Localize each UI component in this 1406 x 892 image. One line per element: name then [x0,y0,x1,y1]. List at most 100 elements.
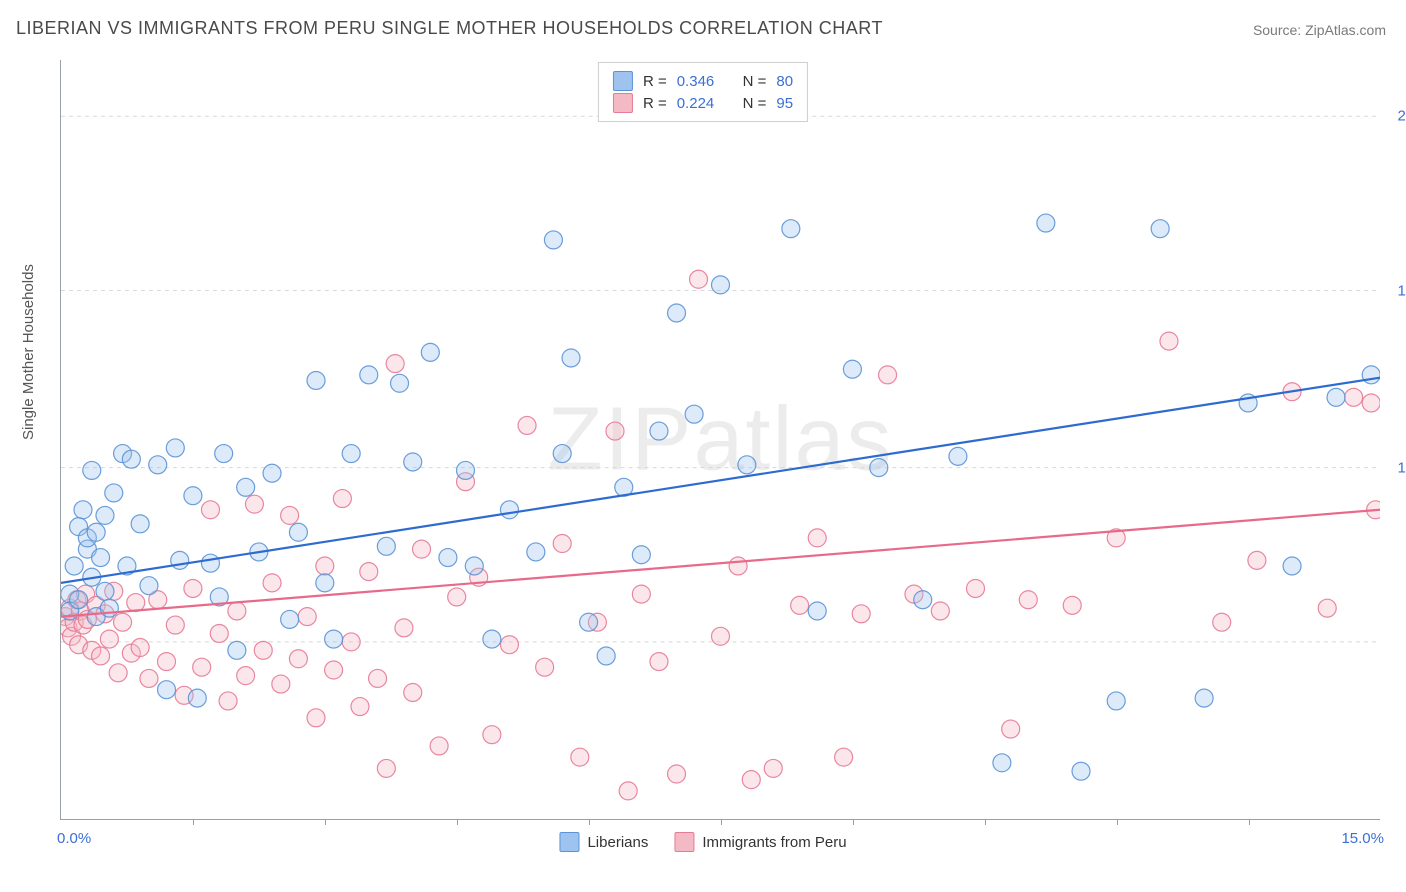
scatter-point-peru [166,616,184,634]
scatter-point-peru [571,748,589,766]
scatter-point-peru [879,366,897,384]
scatter-point-peru [131,639,149,657]
scatter-point-peru [127,594,145,612]
scatter-point-peru [386,355,404,373]
scatter-point-peru [668,765,686,783]
scatter-point-peru [650,653,668,671]
scatter-point-liberians [404,453,422,471]
legend-row-liberians: R = 0.346 N = 80 [613,71,793,91]
y-tick-label: 18.8% [1385,282,1406,299]
scatter-point-peru [369,669,387,687]
source-attribution: Source: ZipAtlas.com [1253,22,1386,38]
scatter-point-liberians [83,461,101,479]
scatter-point-peru [395,619,413,637]
scatter-point-liberians [92,549,110,567]
y-tick-label: 25.0% [1385,108,1406,125]
scatter-point-peru [553,535,571,553]
scatter-svg [61,60,1380,819]
source-prefix: Source: [1253,22,1305,38]
scatter-point-peru [254,641,272,659]
series-legend: Liberians Immigrants from Peru [559,832,846,852]
scatter-point-peru [1063,596,1081,614]
scatter-point-liberians [96,506,114,524]
scatter-point-liberians [1107,692,1125,710]
scatter-point-liberians [215,445,233,463]
scatter-point-liberians [100,599,118,617]
x-tick-mark [1249,819,1250,825]
scatter-point-liberians [843,360,861,378]
scatter-point-peru [536,658,554,676]
scatter-point-peru [219,692,237,710]
scatter-point-peru [808,529,826,547]
r-label: R = [643,73,667,90]
scatter-point-liberians [457,461,475,479]
plot-area: ZIPatlas 6.3%12.5%18.8%25.0% 0.0% 15.0% [60,60,1380,820]
scatter-point-liberians [184,487,202,505]
x-tick-mark [985,819,986,825]
swatch-peru-bottom [674,832,694,852]
r-value-liberians: 0.346 [677,73,715,90]
scatter-point-peru [729,557,747,575]
scatter-point-peru [298,608,316,626]
scatter-point-liberians [316,574,334,592]
scatter-point-liberians [685,405,703,423]
x-tick-mark [589,819,590,825]
scatter-point-liberians [70,591,88,609]
scatter-point-liberians [465,557,483,575]
scatter-point-peru [931,602,949,620]
chart-title: LIBERIAN VS IMMIGRANTS FROM PERU SINGLE … [16,18,883,39]
scatter-point-liberians [171,551,189,569]
scatter-point-liberians [1037,214,1055,232]
scatter-point-liberians [1195,689,1213,707]
scatter-point-liberians [580,613,598,631]
scatter-point-peru [114,613,132,631]
scatter-point-peru [1362,394,1380,412]
scatter-point-liberians [668,304,686,322]
swatch-liberians-bottom [559,832,579,852]
scatter-point-peru [1345,388,1363,406]
n-label: N = [743,73,767,90]
legend-row-peru: R = 0.224 N = 95 [613,93,793,113]
scatter-point-peru [158,653,176,671]
n-label: N = [743,95,767,112]
scatter-point-peru [632,585,650,603]
scatter-point-liberians [325,630,343,648]
scatter-point-liberians [993,754,1011,772]
swatch-liberians [613,71,633,91]
scatter-point-liberians [808,602,826,620]
scatter-point-peru [342,633,360,651]
scatter-point-peru [690,270,708,288]
scatter-point-peru [500,636,518,654]
scatter-point-liberians [140,577,158,595]
x-tick-mark [721,819,722,825]
scatter-point-peru [316,557,334,575]
scatter-point-liberians [527,543,545,561]
scatter-point-liberians [237,478,255,496]
scatter-point-liberians [342,445,360,463]
scatter-point-liberians [1283,557,1301,575]
scatter-point-liberians [228,641,246,659]
scatter-point-peru [100,630,118,648]
scatter-point-liberians [281,610,299,628]
regression-line-peru [61,510,1380,617]
scatter-point-liberians [870,459,888,477]
scatter-point-liberians [87,523,105,541]
scatter-point-peru [109,664,127,682]
scatter-point-peru [430,737,448,755]
scatter-point-peru [764,759,782,777]
legend-label-peru: Immigrants from Peru [702,834,846,851]
scatter-point-liberians [439,549,457,567]
scatter-point-peru [237,667,255,685]
scatter-point-liberians [738,456,756,474]
scatter-point-liberians [289,523,307,541]
x-tick-mark [325,819,326,825]
scatter-point-liberians [1327,388,1345,406]
scatter-point-liberians [632,546,650,564]
scatter-point-liberians [1151,220,1169,238]
scatter-point-liberians [650,422,668,440]
scatter-point-liberians [158,681,176,699]
scatter-point-peru [201,501,219,519]
scatter-point-peru [404,684,422,702]
scatter-point-peru [245,495,263,513]
scatter-point-peru [1318,599,1336,617]
